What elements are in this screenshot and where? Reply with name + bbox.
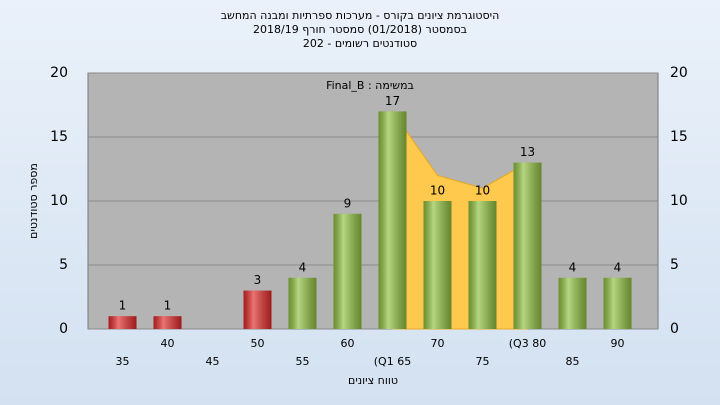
y-tick-label: 10 (50, 193, 68, 209)
y-axis-title: מספר סטודנטים (27, 163, 40, 239)
y2-tick-label: 5 (670, 257, 679, 273)
value-label: 4 (299, 260, 307, 274)
value-label: 10 (475, 184, 490, 198)
value-label: 1 (119, 299, 127, 313)
bar-shade (558, 277, 587, 329)
y-tick-label: 0 (59, 321, 68, 337)
value-label: 13 (520, 145, 535, 159)
y-tick-label: 15 (50, 129, 68, 145)
x-tick-label: 40 (161, 337, 175, 350)
title-line: בסמסטר (01/2018) סמסטר חורף 2018/19 (253, 23, 467, 36)
annotation: במשימה : Final_B (326, 79, 414, 92)
bar-shade (243, 290, 272, 329)
bar-shade (333, 213, 362, 329)
x-tick-label: 45 (206, 355, 220, 368)
y-tick-label: 20 (50, 65, 68, 81)
title-line: היסטוגרמת ציונים בקורס - מערכות ספרתיות … (221, 9, 500, 22)
bar-shade (468, 201, 497, 329)
x-tick-label: 60 (341, 337, 355, 350)
y2-tick-label: 0 (670, 321, 679, 337)
bar-shade (153, 316, 182, 329)
x-axis-title: טווח ציונים (348, 374, 398, 387)
value-label: 1 (164, 299, 172, 313)
y-tick-label: 5 (59, 257, 68, 273)
y2-tick-label: 10 (670, 193, 688, 209)
bar-shade (108, 316, 137, 329)
bar-shade (378, 111, 407, 330)
value-label: 4 (569, 260, 577, 274)
value-label: 10 (430, 184, 445, 198)
x-tick-label: (Q3 80 (509, 337, 546, 350)
x-tick-label: 85 (566, 355, 580, 368)
x-tick-label: 55 (296, 355, 310, 368)
bar-shade (513, 162, 542, 329)
value-label: 4 (614, 260, 622, 274)
x-tick-label: 75 (476, 355, 490, 368)
x-tick-label: 35 (116, 355, 130, 368)
x-tick-label: 70 (431, 337, 445, 350)
x-tick-label: 50 (251, 337, 265, 350)
y2-tick-label: 15 (670, 129, 688, 145)
value-label: 3 (254, 273, 262, 287)
value-label: 9 (344, 196, 352, 210)
x-tick-label: (Q1 65 (374, 355, 411, 368)
bar-shade (603, 277, 632, 329)
y2-tick-label: 20 (670, 65, 688, 81)
value-label: 17 (385, 94, 400, 108)
bar-shade (288, 277, 317, 329)
x-tick-label: 90 (611, 337, 625, 350)
bar-shade (423, 201, 452, 329)
title-line: סטודנטים רשומים - 202 (303, 37, 417, 50)
